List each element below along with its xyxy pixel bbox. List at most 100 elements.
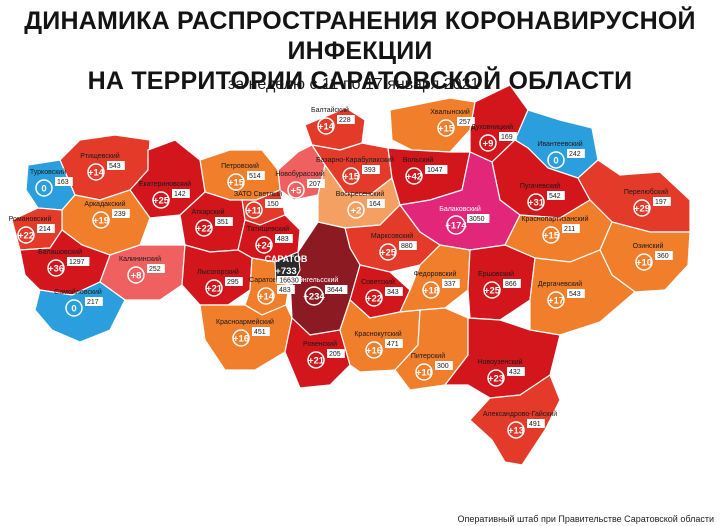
- district-name: Саратовский: [249, 276, 291, 284]
- new-cases-marker: [507, 421, 525, 439]
- district-name: Хвалынский: [430, 108, 470, 116]
- new-cases-marker: [415, 363, 433, 381]
- total-cases-value: 205: [329, 351, 341, 358]
- total-cases-box: [503, 279, 521, 288]
- district-label: Перелюбский +29 197: [624, 188, 671, 217]
- total-cases-value: 295: [227, 279, 239, 286]
- new-cases-marker: [47, 259, 65, 277]
- district-label: Пугачевский +31 542: [520, 182, 565, 211]
- new-cases-value: +14: [318, 122, 335, 133]
- new-cases-marker: [17, 226, 35, 244]
- new-cases-marker: [483, 281, 501, 299]
- new-cases-marker: [437, 119, 455, 137]
- new-cases-value: +22: [18, 231, 34, 242]
- new-cases-value: +36: [48, 264, 64, 275]
- new-cases-marker: [365, 341, 383, 359]
- district-label: Саратовский +14 483: [249, 276, 295, 305]
- new-cases-value: +42: [406, 172, 422, 183]
- district-label: Самойловский 0 217: [54, 288, 103, 317]
- district-label: Екатериновский +25 142: [139, 180, 191, 209]
- total-cases-box: [567, 149, 585, 158]
- total-cases-value: 880: [401, 243, 413, 250]
- district-name: Лысогорский: [197, 268, 239, 276]
- new-cases-marker: [527, 193, 545, 211]
- district-2: [389, 97, 476, 153]
- total-cases-value: 142: [174, 191, 186, 198]
- district-name: Федоровский: [414, 270, 457, 278]
- district-name: Советский: [361, 278, 395, 286]
- district-name: Энгельсский: [298, 276, 339, 284]
- district-name: Петровский: [221, 162, 259, 170]
- new-cases-value: +25: [380, 248, 397, 259]
- new-cases-value: +5: [291, 186, 303, 197]
- district-label: Новоузенский +23 432: [477, 358, 525, 387]
- district-label: Советский +22 343: [361, 278, 403, 307]
- new-cases-marker: [92, 211, 110, 229]
- total-cases-value: 543: [569, 291, 581, 298]
- new-cases-marker: [446, 215, 466, 235]
- new-cases-marker: [347, 201, 365, 219]
- total-cases-box: [325, 285, 348, 294]
- new-cases-marker: [633, 199, 651, 217]
- total-cases-value: 300: [437, 363, 449, 370]
- total-cases-box: [107, 161, 125, 170]
- new-cases-value: +15: [343, 172, 360, 183]
- total-cases-value: 351: [217, 219, 229, 226]
- total-cases-box: [147, 264, 165, 273]
- new-cases-value: +25: [484, 286, 501, 297]
- new-cases-value: +18: [423, 286, 439, 297]
- total-cases-box: [337, 115, 355, 124]
- new-cases-marker: [487, 369, 505, 387]
- district-name: Балашовский: [38, 248, 82, 256]
- total-cases-value: 483: [277, 236, 289, 243]
- new-cases-marker: [635, 253, 653, 271]
- total-cases-value: 337: [444, 281, 456, 288]
- district-label: Красноармейский +16 451: [216, 318, 274, 347]
- total-cases-value: 360: [657, 253, 669, 260]
- total-cases-box: [275, 234, 293, 243]
- district-label: Александрово-Гайский +13 491: [483, 410, 557, 439]
- new-cases-value: +15: [438, 124, 455, 135]
- total-cases-box: [37, 224, 55, 233]
- total-cases-value: 393: [364, 167, 376, 174]
- district-label: Марксовский +25 880: [371, 232, 417, 261]
- new-cases-value: +29: [634, 204, 650, 215]
- total-cases-box: [385, 287, 403, 296]
- total-cases-box: [547, 191, 565, 200]
- district-39: [469, 374, 561, 466]
- district-name: Вольский: [403, 156, 434, 164]
- total-cases-value: 343: [387, 289, 399, 296]
- new-cases-marker: [65, 299, 83, 317]
- total-cases-box: [562, 224, 580, 233]
- district-name: Аркадакский: [84, 200, 125, 208]
- new-cases-marker: [35, 179, 53, 197]
- total-cases-box: [225, 277, 243, 286]
- new-cases-marker: [127, 266, 145, 284]
- district-label: Новобурасский +5 207: [275, 170, 325, 199]
- new-cases-marker: [422, 281, 440, 299]
- total-cases-box: [425, 165, 448, 174]
- district-labels: Балтайский +14 228 Хвалынский +15 257Духовниц…: [9, 106, 673, 439]
- district-1: [304, 107, 366, 151]
- new-cases-value: +31: [528, 198, 545, 209]
- district-name: ЗАТО Светлый: [234, 190, 282, 198]
- new-cases-marker: [479, 134, 497, 152]
- map-title-line-1: ДИНАМИКА РАСПРОСТРАНЕНИЯ КОРОНАВИРУСНОЙ …: [24, 7, 696, 65]
- district-label: Базарно-Карабулакский +15 393: [316, 156, 394, 185]
- new-cases-value: 0: [553, 156, 558, 167]
- district-label: ЗАТО Светлый +11 150: [234, 190, 283, 219]
- total-cases-value: 239: [114, 211, 126, 218]
- new-cases-marker: [287, 181, 305, 199]
- total-cases-value: 471: [387, 341, 399, 348]
- new-cases-marker: [365, 289, 383, 307]
- district-name: Калининский: [119, 255, 161, 263]
- total-cases-box: [507, 367, 525, 376]
- map-title-line-2: НА ТЕРРИТОРИИ САРАТОВСКОЙ ОБЛАСТИ: [87, 67, 633, 95]
- district-label: Калининский +8 252: [119, 255, 165, 284]
- total-cases-value: 514: [249, 173, 261, 180]
- total-cases-value: 214: [39, 226, 51, 233]
- new-cases-value: +23: [488, 374, 504, 385]
- new-cases-value: +2: [351, 206, 362, 217]
